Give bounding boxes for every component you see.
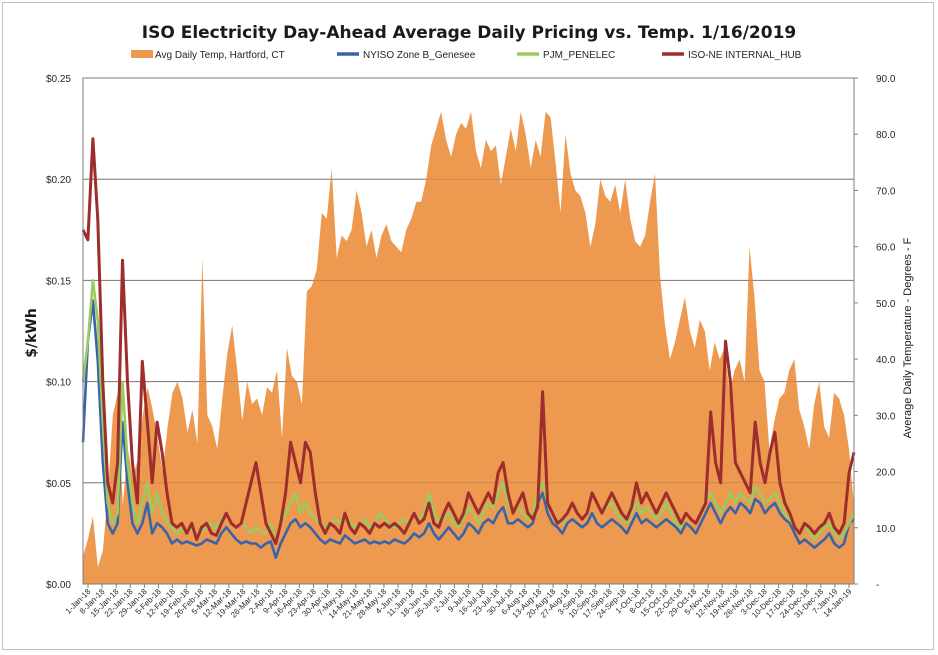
legend: Avg Daily Temp, Hartford, CT NYISO Zone B… — [131, 50, 802, 61]
chart: ISO Electricity Day-Ahead Average Daily … — [24, 23, 914, 620]
y2-tick-label: 50.0 — [876, 299, 896, 310]
series-line-isone — [81, 137, 856, 545]
legend-label: PJM_PENELEC — [543, 50, 615, 61]
y-tick-label: $0.15 — [46, 276, 71, 287]
y-tick-label: $0.20 — [46, 175, 71, 186]
y2-tick-label: 70.0 — [876, 186, 896, 197]
y2-tick-label: 30.0 — [876, 411, 896, 422]
y2-tick-label: 80.0 — [876, 130, 896, 141]
plot-area — [81, 111, 856, 584]
y2-tick-label: - — [876, 580, 879, 591]
legend-label: ISO-NE INTERNAL_HUB — [688, 50, 802, 61]
y2-tick-label: 40.0 — [876, 355, 896, 366]
series-line-nyiso — [81, 299, 855, 559]
legend-swatch-temp — [131, 50, 153, 58]
y-tick-label: $0.10 — [46, 378, 71, 389]
series-area-temp — [83, 111, 854, 584]
y2-axis-title: Average Daily Temperature - Degrees - F — [902, 237, 914, 438]
y2-tick-label: 20.0 — [876, 468, 896, 479]
legend-label: Avg Daily Temp, Hartford, CT — [155, 50, 285, 61]
legend-label: NYISO Zone B_Genesee — [363, 50, 476, 61]
y-axis-title: $/kWh — [24, 308, 40, 358]
y2-tick-label: 60.0 — [876, 243, 896, 254]
y-tick-label: $0.25 — [46, 74, 71, 85]
axes: $0.00 $0.05 $0.10 $0.15 $0.20 $0.25 - 10.0 20.0 3… — [46, 74, 896, 620]
y2-tick-label: 10.0 — [876, 524, 896, 535]
series-line-pjm — [81, 279, 856, 545]
chart-title: ISO Electricity Day-Ahead Average Daily … — [142, 23, 796, 43]
y-tick-label: $0.05 — [46, 479, 71, 490]
y2-tick-label: 90.0 — [876, 74, 896, 85]
y-tick-label: $0.00 — [46, 580, 71, 591]
plot-border — [82, 77, 855, 585]
